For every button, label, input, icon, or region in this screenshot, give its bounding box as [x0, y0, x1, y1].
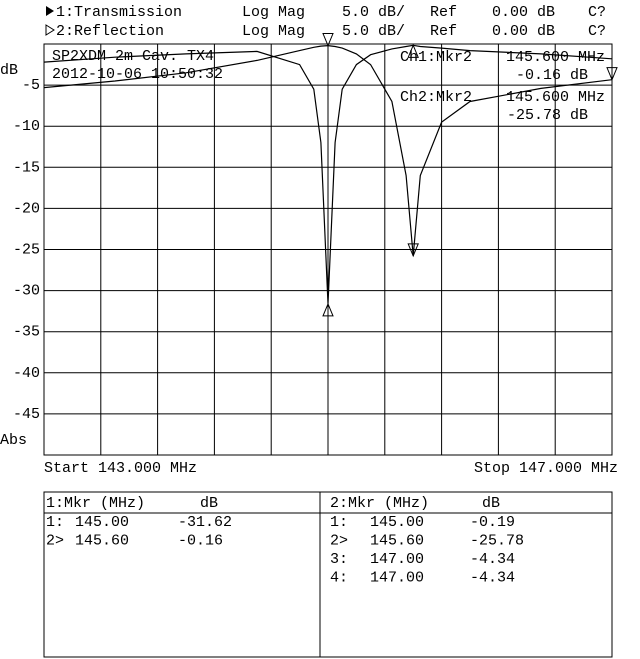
marker [606, 67, 618, 81]
table-frame [319, 491, 613, 658]
legend-entry: 1:Transmission [56, 4, 182, 21]
y-tick-label: -20 [13, 200, 40, 217]
y-tick-label: -30 [13, 283, 40, 300]
marker [407, 243, 419, 258]
table-cell: -0.19 [470, 514, 515, 531]
y-tick-label: -35 [13, 324, 40, 341]
header-field: Ref [430, 23, 457, 40]
header-field: 0.00 dB [492, 4, 555, 21]
table-cell: 147.00 [370, 551, 424, 568]
table-cell: 2> [46, 532, 64, 549]
active-channel-icon [46, 6, 54, 16]
marker [407, 44, 419, 58]
channel-icon [45, 24, 55, 36]
header-field: 5.0 dB/ [342, 23, 405, 40]
table-cell: -4.34 [470, 569, 515, 586]
y-tick-label: -25 [13, 241, 40, 258]
table-header: 1:Mkr (MHz) [46, 495, 145, 512]
header-field: 0.00 dB [492, 23, 555, 40]
header-field: Ref [430, 4, 457, 21]
y-axis-label: dB [0, 62, 18, 79]
table-cell: -31.62 [178, 514, 232, 531]
marker [322, 302, 334, 317]
y-tick-label: -15 [13, 159, 40, 176]
table-cell: 4: [330, 569, 348, 586]
legend-entry: 2:Reflection [56, 23, 164, 40]
table-cell: 145.00 [75, 514, 129, 531]
stop-label: Stop 147.000 MHz [474, 460, 618, 477]
y-tick-label: -45 [13, 406, 40, 423]
table-cell: -0.16 [178, 532, 223, 549]
table-cell: -4.34 [470, 551, 515, 568]
table-cell: 2> [330, 532, 348, 549]
table-cell: 145.60 [75, 532, 129, 549]
table-cell: 1: [46, 514, 64, 531]
y-tick-label: -5 [22, 77, 40, 94]
table-cell: 145.00 [370, 514, 424, 531]
table-cell: 1: [330, 514, 348, 531]
marker-readout: 145.600 MHz [506, 89, 605, 106]
marker-readout: -25.78 dB [507, 107, 588, 124]
annotation: 2012-10-06 10:50:32 [52, 66, 223, 83]
header-field: 5.0 dB/ [342, 4, 405, 21]
y-axis-label: Abs [0, 432, 27, 449]
table-cell: -25.78 [470, 532, 524, 549]
start-label: Start 143.000 MHz [44, 460, 197, 477]
y-tick-label: -10 [13, 118, 40, 135]
marker-readout: Ch2:Mkr2 [400, 89, 472, 106]
table-cell: 145.60 [370, 532, 424, 549]
trace [43, 44, 613, 256]
table-header: 2:Mkr (MHz) [330, 495, 429, 512]
marker-readout: Ch1:Mkr2 [400, 49, 472, 66]
table-cell: 3: [330, 551, 348, 568]
header-field: Log Mag [242, 4, 305, 21]
y-tick-label: -40 [13, 365, 40, 382]
marker [322, 33, 334, 47]
header-field: C? [588, 4, 606, 21]
header-field: Log Mag [242, 23, 305, 40]
table-header: dB [200, 495, 218, 512]
table-cell: 147.00 [370, 569, 424, 586]
trace [43, 44, 613, 304]
marker-readout: -0.16 dB [516, 67, 588, 84]
table-header: dB [482, 495, 500, 512]
header-field: C? [588, 23, 606, 40]
